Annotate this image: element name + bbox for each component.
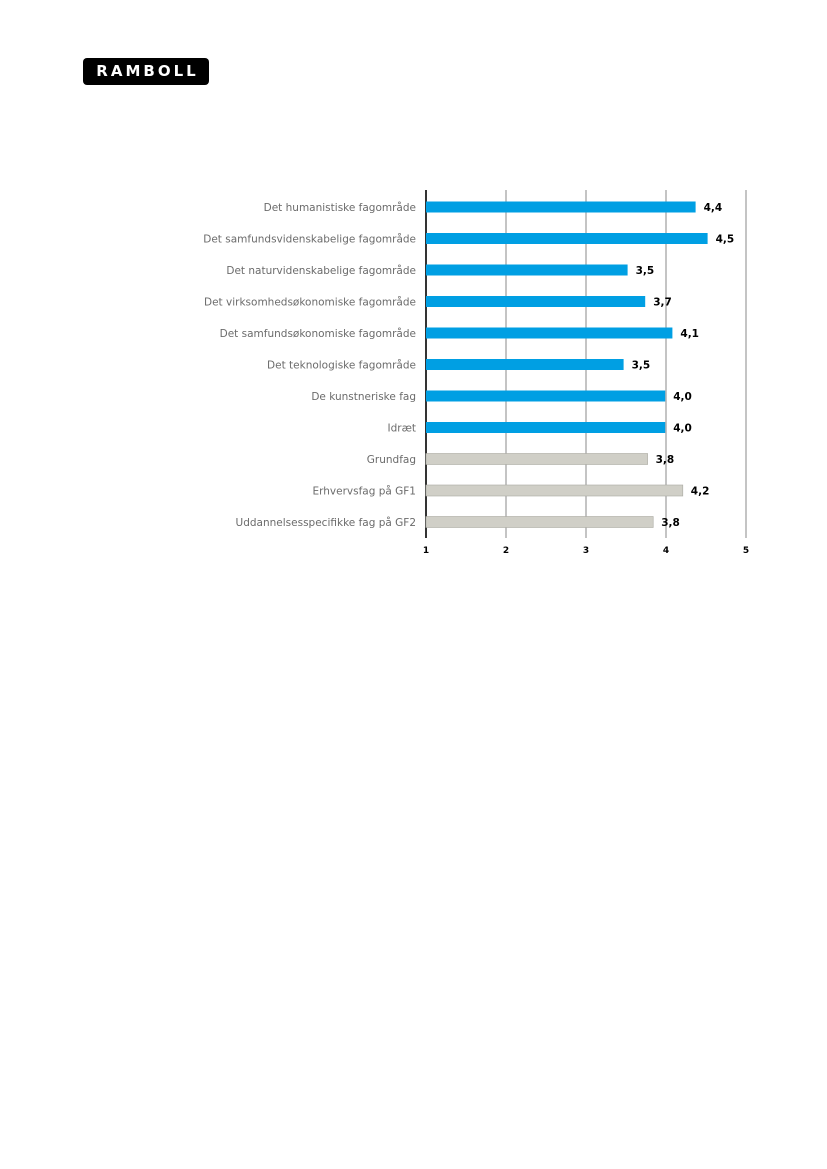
bar: [426, 296, 646, 307]
category-label: De kunstneriske fag: [311, 391, 416, 403]
category-label: Det humanistiske fagområde: [264, 201, 416, 214]
value-label: 3,8: [656, 454, 675, 466]
x-tick-label: 1: [423, 546, 429, 556]
value-label: 4,2: [691, 486, 710, 498]
bars: [425, 201, 708, 528]
value-label: 4,1: [680, 328, 699, 340]
category-label: Det teknologiske fagområde: [267, 359, 416, 372]
bar: [426, 201, 696, 213]
value-label: 4,0: [673, 391, 692, 403]
value-label: 3,5: [636, 265, 655, 277]
x-tick-label: 4: [663, 546, 669, 556]
bar: [425, 484, 684, 497]
bar: [426, 327, 673, 339]
x-tick-label: 5: [743, 546, 749, 556]
value-label: 4,4: [704, 202, 723, 214]
bar: [426, 422, 666, 433]
category-label: Det samfundsvidenskabelige fagområde: [203, 233, 416, 246]
value-label: 3,8: [661, 517, 680, 529]
category-label: Idræt: [387, 423, 416, 435]
category-label: Det samfundsøkonomiske fagområde: [220, 327, 416, 340]
x-axis-ticks: 1 2 3 4 5: [423, 546, 749, 556]
logo-text: RAMBOLL: [96, 62, 199, 80]
value-label: 4,5: [716, 234, 735, 246]
category-label: Det naturvidenskabelige fagområde: [226, 264, 416, 277]
category-label: Uddannelsesspecifikke fag på GF2: [236, 516, 416, 529]
bar: [426, 233, 708, 244]
value-label: 4,0: [673, 423, 692, 435]
bar: [425, 516, 654, 528]
value-label: 3,5: [632, 360, 651, 372]
bar: [426, 264, 628, 276]
category-labels: Det humanistiske fagområde Det samfundsvi…: [203, 201, 416, 529]
x-tick-label: 2: [503, 546, 509, 556]
ramboll-logo: RAMBOLL: [83, 58, 209, 85]
value-label: 3,7: [653, 297, 672, 309]
value-labels: 4,4 4,5 3,5 3,7 4,1 3,5 4,0 4,0 3,8 4,2 3,8: [632, 202, 735, 529]
x-tick-label: 3: [583, 546, 589, 556]
bar: [425, 453, 648, 465]
category-label: Det virksomhedsøkonomiske fagområde: [204, 296, 416, 309]
category-label: Erhvervsfag på GF1: [312, 485, 416, 498]
category-label: Grundfag: [367, 454, 416, 466]
bar: [426, 359, 624, 370]
bar: [426, 390, 666, 402]
